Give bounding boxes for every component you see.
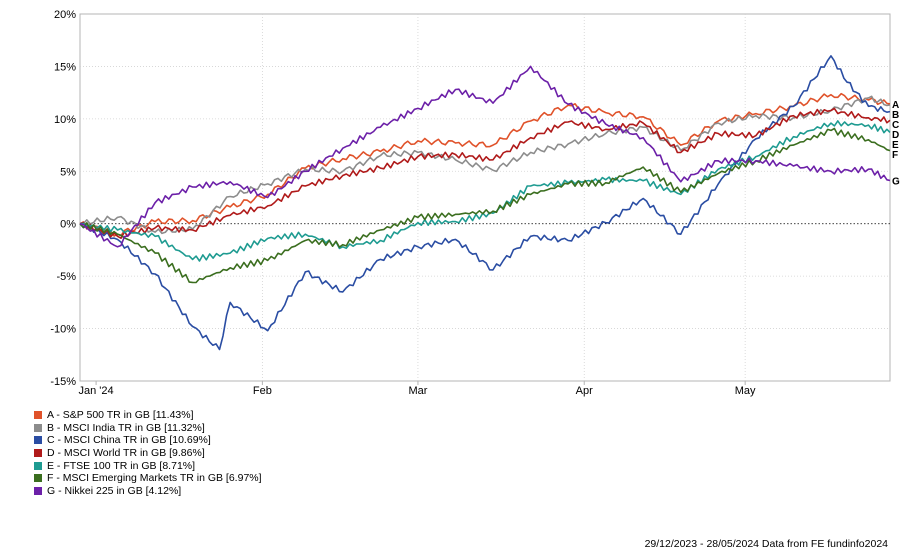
series-line-d <box>79 107 891 239</box>
series-end-label: B <box>892 110 899 121</box>
series-line-c <box>79 55 891 351</box>
legend: A - S&P 500 TR in GB [11.43%] B - MSCI In… <box>34 409 262 497</box>
legend-entry: C - MSCI China TR in GB [10.69%] <box>34 434 262 447</box>
x-tick-label: Apr <box>576 385 593 397</box>
y-tick-label: -10% <box>50 324 76 336</box>
footer: 29/12/2023 - 28/05/2024 Data from FE fun… <box>645 538 888 550</box>
series-end-label: D <box>892 130 899 141</box>
legend-swatch <box>34 436 42 445</box>
series-end-label: G <box>892 177 900 188</box>
series-lines <box>79 55 891 351</box>
y-tick-label: 5% <box>60 166 76 178</box>
legend-entry: A - S&P 500 TR in GB [11.43%] <box>34 409 262 422</box>
series-line-g <box>79 65 891 248</box>
series-end-label: F <box>892 150 898 161</box>
y-tick-label: 20% <box>54 9 76 21</box>
x-tick-label: Mar <box>408 385 427 397</box>
legend-label: G - Nikkei 225 in GB [4.12%] <box>47 484 182 497</box>
y-tick-label: 10% <box>54 114 76 126</box>
series-line-b <box>79 95 891 235</box>
legend-swatch <box>34 461 42 470</box>
y-tick-label: -15% <box>50 376 76 388</box>
legend-label: B - MSCI India TR in GB [11.32%] <box>47 421 205 434</box>
performance-chart: -15% -10% -5% 0% 5% 10% 15% 20% Jan '24 Feb Mar Apr… <box>50 9 900 397</box>
legend-swatch <box>34 423 42 432</box>
axes: -15% -10% -5% 0% 5% 10% 15% 20% Jan '24 Feb Mar Apr… <box>50 9 756 397</box>
legend-entry: B - MSCI India TR in GB [11.32%] <box>34 422 262 435</box>
x-tick-label: May <box>735 385 756 397</box>
legend-label: F - MSCI Emerging Markets TR in GB [6.97… <box>47 472 262 485</box>
y-tick-label: -5% <box>56 271 76 283</box>
x-tick-label: Jan '24 <box>79 385 114 397</box>
series-end-label: E <box>892 140 899 151</box>
legend-label: A - S&P 500 TR in GB [11.43%] <box>47 409 194 422</box>
legend-label: D - MSCI World TR in GB [9.86%] <box>47 447 205 460</box>
plot-area <box>79 13 891 382</box>
x-tick-label: Feb <box>253 385 272 397</box>
legend-entry: D - MSCI World TR in GB [9.86%] <box>34 447 262 460</box>
legend-swatch <box>34 486 42 495</box>
legend-entry: F - MSCI Emerging Markets TR in GB [6.97… <box>34 472 262 485</box>
series-line-a <box>79 92 891 237</box>
legend-label: E - FTSE 100 TR in GB [8.71%] <box>47 459 196 472</box>
legend-entry: E - FTSE 100 TR in GB [8.71%] <box>34 459 262 472</box>
legend-swatch <box>34 449 42 458</box>
y-tick-label: 15% <box>54 61 76 73</box>
source-text: Data from FE fundinfo2024 <box>761 538 888 550</box>
legend-entry: G - Nikkei 225 in GB [4.12%] <box>34 485 262 498</box>
date-range-text: 29/12/2023 - 28/05/2024 <box>644 538 759 550</box>
series-end-label: C <box>892 120 899 131</box>
legend-label: C - MSCI China TR in GB [10.69%] <box>47 434 211 447</box>
legend-swatch <box>34 474 42 483</box>
legend-swatch <box>34 411 42 420</box>
series-end-label: A <box>892 100 899 111</box>
y-tick-label: 0% <box>60 219 76 231</box>
series-line-e <box>79 120 891 262</box>
